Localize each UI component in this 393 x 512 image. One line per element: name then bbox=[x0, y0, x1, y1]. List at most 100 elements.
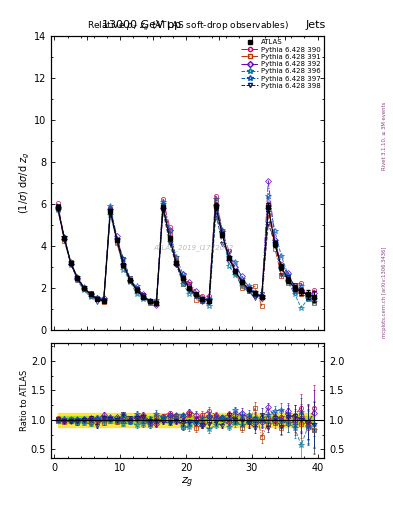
Pythia 6.428 391 bbox=[226, 255, 231, 261]
Pythia 6.428 390 bbox=[233, 269, 238, 275]
Text: 13000 GeV pp: 13000 GeV pp bbox=[102, 20, 181, 31]
Line: Pythia 6.428 396: Pythia 6.428 396 bbox=[55, 202, 317, 311]
Pythia 6.428 391 bbox=[246, 288, 251, 294]
Pythia 6.428 397 bbox=[68, 262, 73, 268]
Pythia 6.428 398 bbox=[161, 208, 165, 214]
Pythia 6.428 390 bbox=[154, 301, 159, 307]
Pythia 6.428 391 bbox=[108, 207, 113, 214]
Pythia 6.428 396 bbox=[266, 206, 271, 212]
Pythia 6.428 397 bbox=[134, 283, 139, 289]
Pythia 6.428 398 bbox=[299, 288, 303, 294]
Pythia 6.428 390 bbox=[62, 234, 66, 241]
Pythia 6.428 390 bbox=[240, 278, 244, 284]
Pythia 6.428 398 bbox=[121, 256, 126, 262]
Pythia 6.428 392 bbox=[240, 273, 244, 279]
Pythia 6.428 391 bbox=[305, 293, 310, 300]
Pythia 6.428 391 bbox=[62, 238, 66, 244]
Pythia 6.428 390 bbox=[286, 274, 290, 280]
Pythia 6.428 390 bbox=[101, 297, 106, 303]
Pythia 6.428 396 bbox=[259, 294, 264, 300]
Pythia 6.428 391 bbox=[154, 299, 159, 305]
Pythia 6.428 396 bbox=[88, 294, 93, 300]
Pythia 6.428 398 bbox=[88, 290, 93, 296]
Pythia 6.428 397 bbox=[101, 297, 106, 303]
Pythia 6.428 391 bbox=[147, 300, 152, 306]
Pythia 6.428 396 bbox=[200, 297, 205, 304]
Pythia 6.428 397 bbox=[240, 276, 244, 282]
Pythia 6.428 397 bbox=[167, 228, 172, 234]
X-axis label: $z_g$: $z_g$ bbox=[182, 476, 194, 490]
Pythia 6.428 392 bbox=[161, 205, 165, 211]
Pythia 6.428 392 bbox=[174, 261, 178, 267]
Pythia 6.428 396 bbox=[213, 215, 218, 221]
Pythia 6.428 398 bbox=[68, 261, 73, 267]
Line: Pythia 6.428 397: Pythia 6.428 397 bbox=[55, 194, 317, 304]
Pythia 6.428 390 bbox=[312, 287, 317, 293]
Y-axis label: Ratio to ATLAS: Ratio to ATLAS bbox=[20, 370, 29, 431]
Pythia 6.428 396 bbox=[101, 298, 106, 305]
Pythia 6.428 398 bbox=[174, 262, 178, 268]
Pythia 6.428 397 bbox=[62, 234, 66, 240]
Pythia 6.428 391 bbox=[299, 291, 303, 297]
Pythia 6.428 392 bbox=[134, 286, 139, 292]
Pythia 6.428 392 bbox=[101, 295, 106, 302]
Pythia 6.428 390 bbox=[220, 228, 224, 234]
Pythia 6.428 396 bbox=[246, 288, 251, 294]
Text: Relative $p_T$ $z_g$ (ATLAS soft-drop observables): Relative $p_T$ $z_g$ (ATLAS soft-drop ob… bbox=[87, 20, 288, 33]
Pythia 6.428 398 bbox=[101, 297, 106, 303]
Pythia 6.428 391 bbox=[82, 286, 86, 292]
Pythia 6.428 397 bbox=[88, 291, 93, 297]
Pythia 6.428 398 bbox=[82, 285, 86, 291]
Pythia 6.428 390 bbox=[213, 193, 218, 199]
Pythia 6.428 396 bbox=[75, 278, 80, 284]
Y-axis label: $(1/\sigma)\ \mathrm{d}\sigma/\mathrm{d}\ z_g$: $(1/\sigma)\ \mathrm{d}\sigma/\mathrm{d}… bbox=[18, 152, 33, 215]
Pythia 6.428 397 bbox=[108, 202, 113, 208]
Pythia 6.428 396 bbox=[279, 266, 284, 272]
Pythia 6.428 397 bbox=[180, 270, 185, 276]
Pythia 6.428 398 bbox=[114, 237, 119, 243]
Pythia 6.428 390 bbox=[226, 248, 231, 254]
Pythia 6.428 392 bbox=[305, 293, 310, 299]
Pythia 6.428 392 bbox=[128, 276, 132, 283]
Pythia 6.428 390 bbox=[114, 239, 119, 245]
Legend: ATLAS, Pythia 6.428 390, Pythia 6.428 391, Pythia 6.428 392, Pythia 6.428 396, P: ATLAS, Pythia 6.428 390, Pythia 6.428 39… bbox=[239, 38, 322, 90]
Pythia 6.428 396 bbox=[55, 207, 60, 213]
Pythia 6.428 398 bbox=[187, 287, 192, 293]
Pythia 6.428 396 bbox=[141, 293, 145, 300]
Pythia 6.428 392 bbox=[62, 236, 66, 242]
Pythia 6.428 391 bbox=[68, 259, 73, 265]
Pythia 6.428 396 bbox=[272, 240, 277, 246]
Text: mcplots.cern.ch [arXiv:1306.3436]: mcplots.cern.ch [arXiv:1306.3436] bbox=[382, 246, 387, 337]
Pythia 6.428 396 bbox=[187, 290, 192, 296]
Pythia 6.428 397 bbox=[141, 296, 145, 302]
Pythia 6.428 392 bbox=[167, 227, 172, 233]
Pythia 6.428 398 bbox=[279, 272, 284, 278]
Pythia 6.428 397 bbox=[121, 257, 126, 263]
Pythia 6.428 390 bbox=[272, 241, 277, 247]
Pythia 6.428 398 bbox=[108, 207, 113, 214]
Pythia 6.428 398 bbox=[272, 239, 277, 245]
Pythia 6.428 397 bbox=[161, 199, 165, 205]
Pythia 6.428 390 bbox=[68, 260, 73, 266]
Pythia 6.428 391 bbox=[128, 278, 132, 284]
Pythia 6.428 397 bbox=[114, 236, 119, 242]
Pythia 6.428 392 bbox=[108, 206, 113, 212]
Pythia 6.428 397 bbox=[312, 296, 317, 302]
Pythia 6.428 391 bbox=[233, 268, 238, 274]
Pythia 6.428 392 bbox=[312, 290, 317, 296]
Pythia 6.428 396 bbox=[167, 239, 172, 245]
Pythia 6.428 396 bbox=[299, 305, 303, 311]
Pythia 6.428 391 bbox=[207, 298, 211, 304]
Pythia 6.428 396 bbox=[240, 284, 244, 290]
Pythia 6.428 396 bbox=[134, 291, 139, 297]
Pythia 6.428 396 bbox=[193, 292, 198, 298]
Pythia 6.428 392 bbox=[141, 291, 145, 297]
Pythia 6.428 391 bbox=[240, 285, 244, 291]
Pythia 6.428 397 bbox=[299, 283, 303, 289]
Pythia 6.428 398 bbox=[134, 286, 139, 292]
Pythia 6.428 397 bbox=[266, 194, 271, 200]
Pythia 6.428 396 bbox=[286, 280, 290, 286]
Pythia 6.428 398 bbox=[246, 288, 251, 294]
Pythia 6.428 398 bbox=[220, 241, 224, 247]
Line: Pythia 6.428 392: Pythia 6.428 392 bbox=[55, 179, 316, 307]
